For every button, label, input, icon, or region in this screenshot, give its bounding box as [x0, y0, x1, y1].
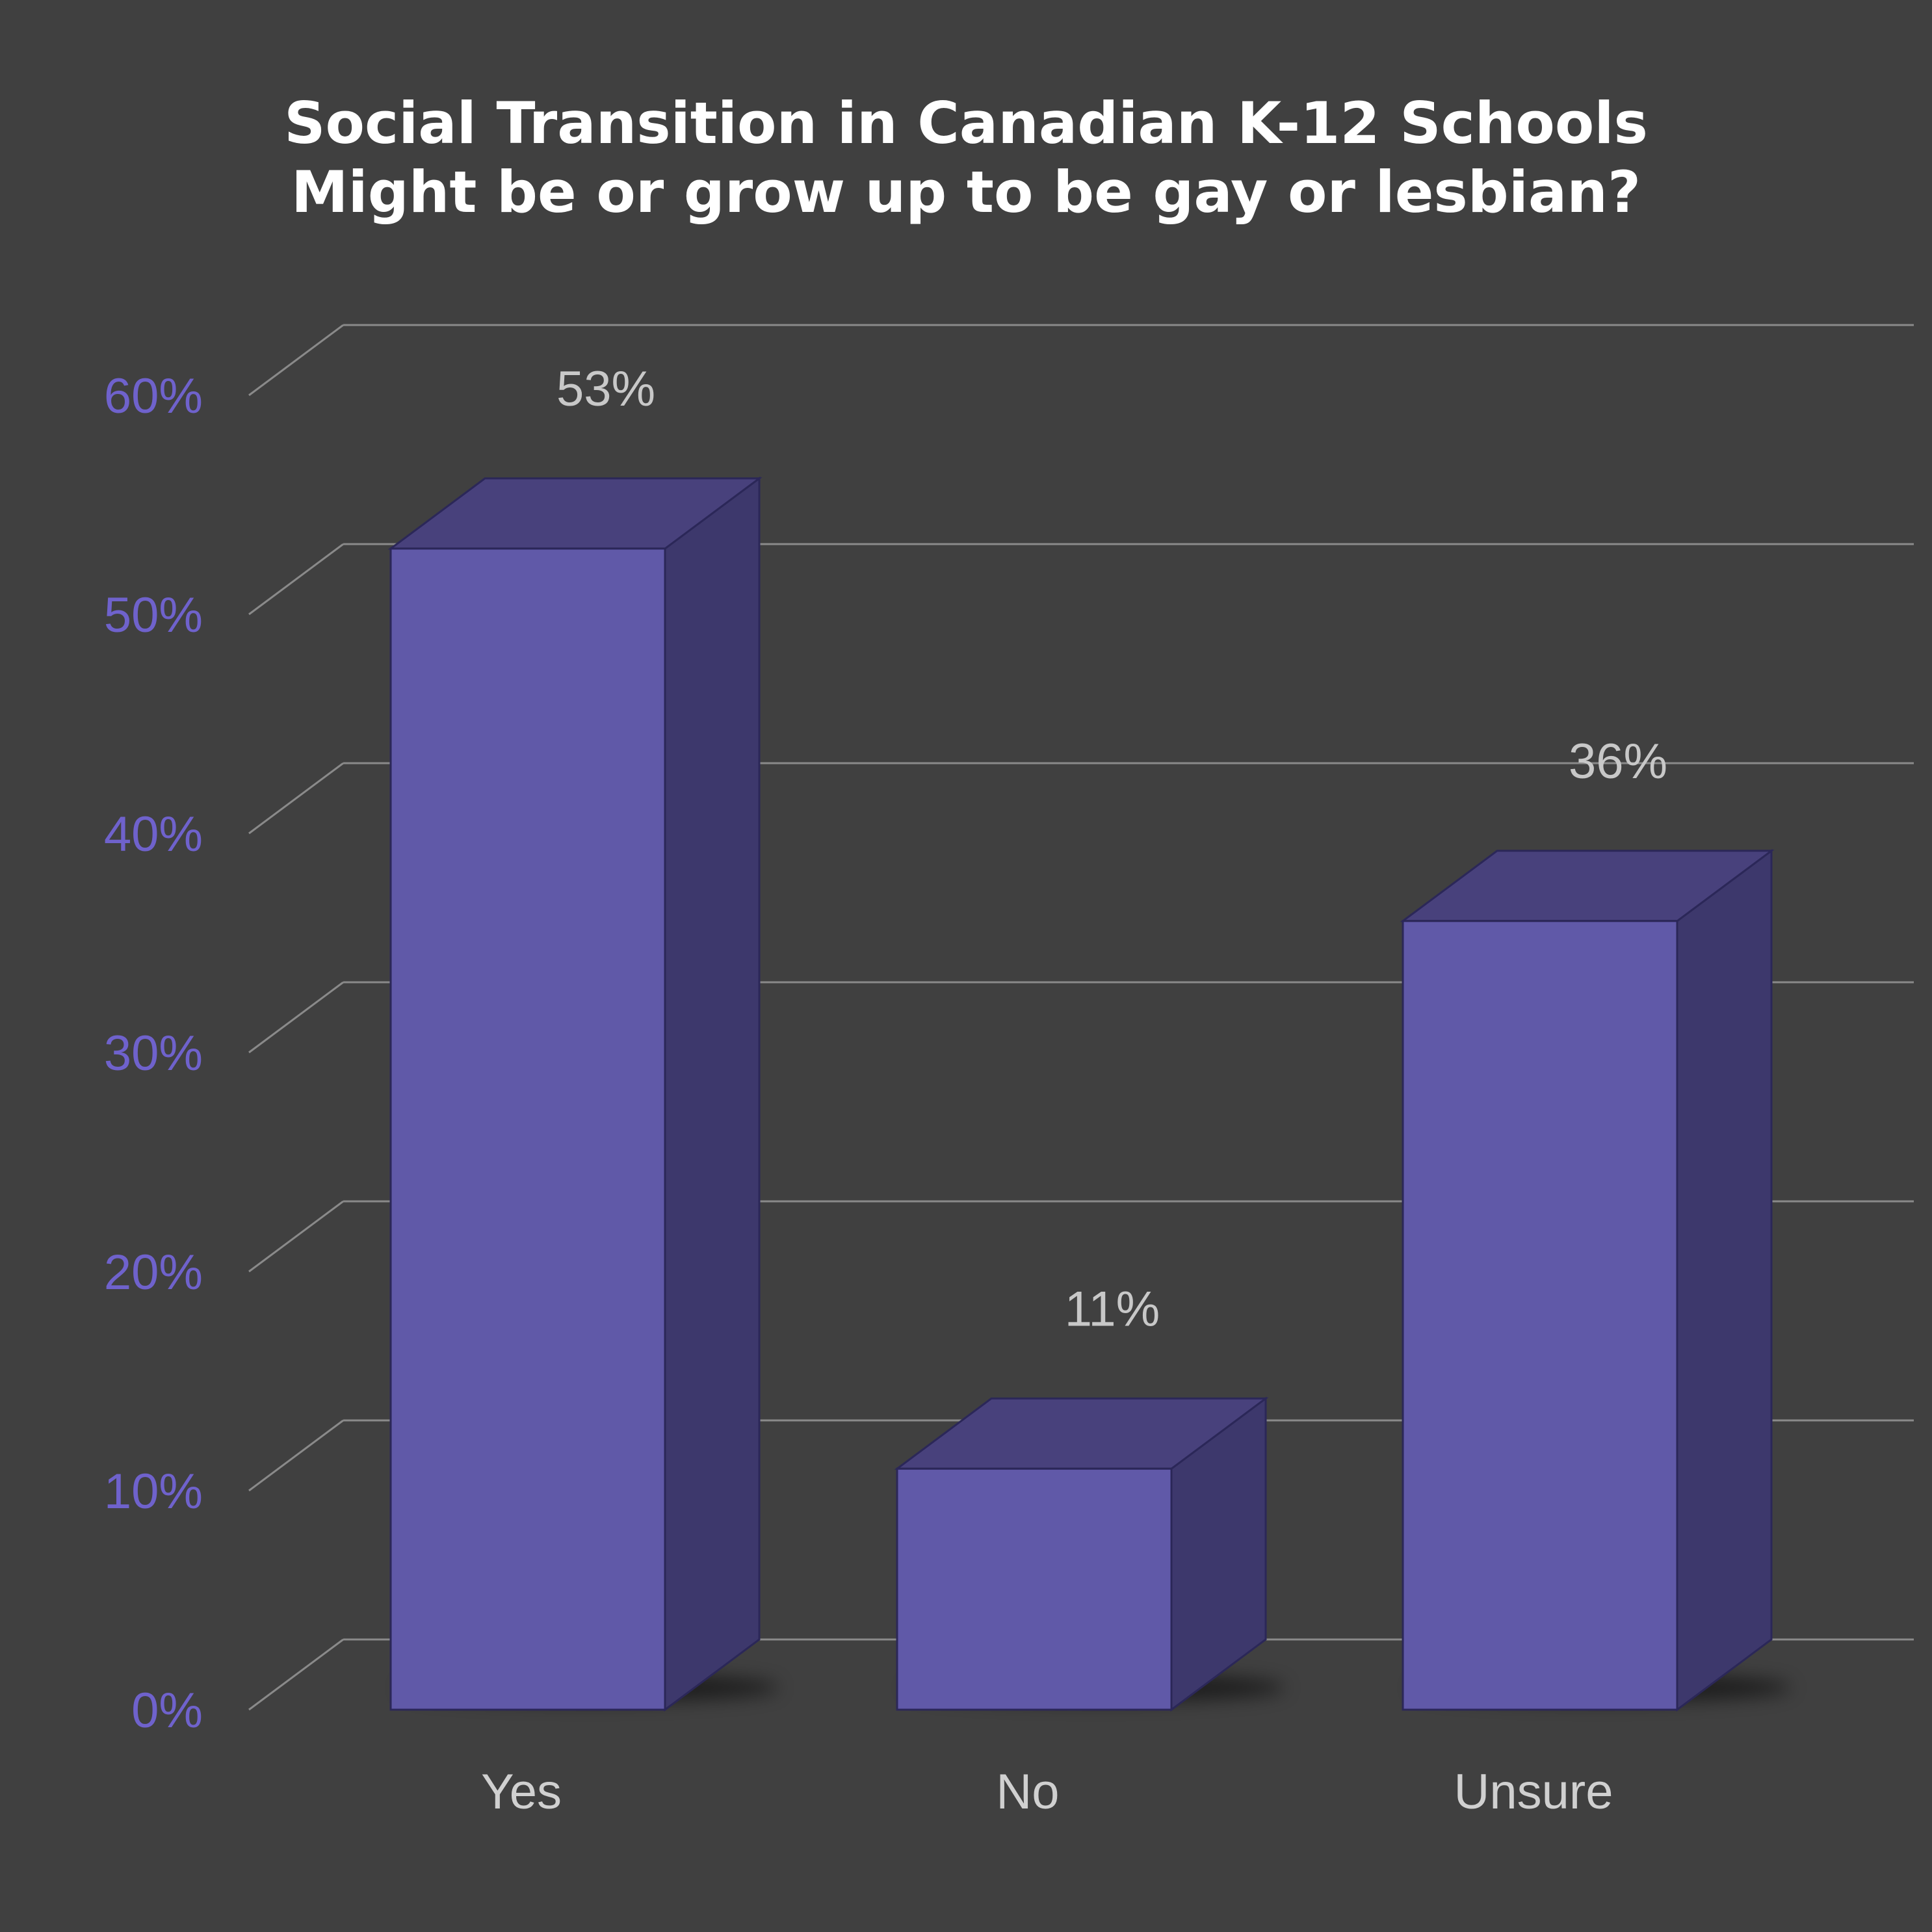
bar-front-face [389, 547, 666, 1711]
gridline-diagonal [248, 762, 344, 835]
y-tick-label: 20% [104, 1245, 203, 1300]
bar-no [894, 1396, 1269, 1712]
y-tick-label: 30% [104, 1026, 203, 1081]
y-tick-label: 10% [104, 1464, 203, 1519]
gridline-diagonal [248, 1419, 344, 1492]
data-labels: 53% 11% 36% [556, 361, 1667, 1337]
bar-front-face [1402, 920, 1678, 1711]
chart-subtitle: Might be or grow up to be gay or lesbian… [291, 159, 1641, 226]
y-tick-label: 50% [104, 588, 203, 643]
data-label: 36% [1569, 734, 1667, 789]
y-tick-label: 0% [131, 1683, 203, 1738]
x-tick-label: No [996, 1764, 1059, 1820]
y-axis-ticks: 0% 10% 20% 30% 40% 50% 60% [104, 369, 203, 1738]
gridline-diagonal [248, 981, 344, 1054]
chart-title: Social Transition in Canadian K-12 Schoo… [284, 90, 1648, 157]
bars [387, 476, 1775, 1712]
data-label: 11% [1065, 1281, 1160, 1337]
gridline-diagonal [248, 1638, 344, 1711]
x-tick-label: Unsure [1454, 1764, 1613, 1820]
bar-yes [387, 476, 763, 1712]
x-axis-ticks: Yes No Unsure [481, 1764, 1613, 1820]
bar-side-face [664, 476, 761, 1712]
x-tick-label: Yes [481, 1764, 562, 1820]
bar-unsure [1400, 848, 1775, 1712]
bar-front-face [896, 1467, 1173, 1711]
y-tick-label: 40% [104, 807, 203, 862]
data-label: 53% [556, 361, 655, 417]
bar-side-face [1676, 848, 1773, 1712]
gridline-diagonal [248, 324, 344, 397]
y-tick-label: 60% [104, 369, 203, 424]
gridline-diagonal [248, 543, 344, 616]
gridline-diagonal [248, 1200, 344, 1273]
